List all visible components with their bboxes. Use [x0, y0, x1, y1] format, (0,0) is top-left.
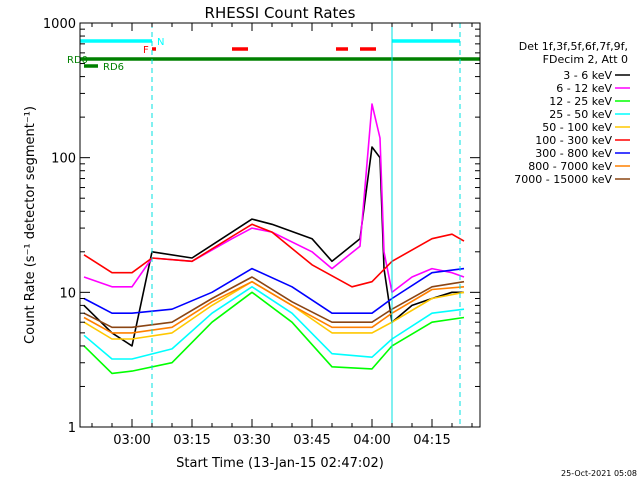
y-tick-label-0: 1 [68, 421, 76, 436]
x-tick-label-2: 03:30 [233, 433, 270, 448]
legend-label-3: 25 - 50 keV [549, 108, 612, 121]
x-tick-label-0: 03:00 [113, 433, 150, 448]
series-line-7 [83, 280, 465, 334]
x-tick-label-1: 03:15 [173, 433, 210, 448]
x-tick-label-5: 04:15 [413, 433, 450, 448]
series-line-8 [83, 276, 465, 329]
series-line-0 [83, 146, 464, 347]
x-tick-label-3: 03:45 [293, 433, 330, 448]
flag-label-rd6: RD6 [103, 62, 124, 73]
series-line-5 [83, 223, 465, 288]
legend-label-0: 3 - 6 keV [563, 69, 612, 82]
y-tick-label-2: 100 [51, 152, 76, 167]
x-tick-label-4: 04:00 [353, 433, 390, 448]
y-axis-label: Count Rate (s⁻¹ detector segment⁻¹) [23, 106, 38, 344]
legend-header-line-2: FDecim 2, Att 0 [543, 53, 628, 66]
legend-label-6: 300 - 800 keV [535, 147, 612, 160]
legend-label-8: 7000 - 15000 keV [514, 173, 612, 186]
x-axis-ticks: 03:00 03:15 03:30 03:45 04:00 04:15 [91, 23, 473, 448]
plot-frame [79, 22, 481, 428]
y-tick-label-3: 1000 [43, 17, 76, 32]
flag-label-n: N [157, 37, 164, 48]
flag-label-rd0: RD0 [67, 55, 88, 66]
legend: Det 1f,3f,5f,6f,7f,9f, FDecim 2, Att 0 3… [514, 40, 630, 186]
series-line-3 [83, 285, 465, 360]
legend-label-7: 800 - 7000 keV [528, 160, 612, 173]
series-line-2 [83, 291, 465, 375]
y-tick-label-1: 10 [59, 286, 76, 301]
legend-label-4: 50 - 100 keV [542, 121, 612, 134]
y-axis-ticks: 1 10 100 1000 [43, 17, 480, 436]
series-line-6 [83, 267, 465, 315]
footer-timestamp: 25-Oct-2021 05:08 [561, 469, 637, 478]
series-line-1 [83, 103, 465, 294]
flag-bars: NF RD0 RD6 [67, 37, 480, 73]
legend-label-1: 6 - 12 keV [556, 82, 612, 95]
chart-title: RHESSI Count Rates [205, 4, 356, 22]
legend-header-line-1: Det 1f,3f,5f,6f,7f,9f, [519, 40, 628, 53]
flag-label-f: F [143, 45, 149, 56]
time-markers [79, 23, 461, 427]
series-layer [83, 103, 465, 375]
x-axis-label: Start Time (13-Jan-15 02:47:02) [176, 456, 384, 471]
legend-label-5: 100 - 300 keV [535, 134, 612, 147]
legend-label-2: 12 - 25 keV [549, 95, 612, 108]
